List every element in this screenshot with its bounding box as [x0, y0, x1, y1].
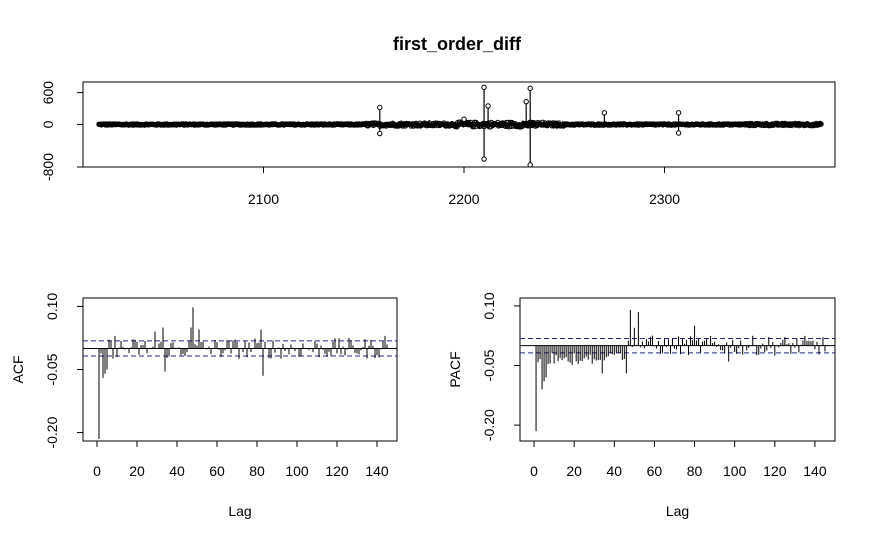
ts-spike-point-11 [675, 130, 682, 136]
acf-xtick-label-3: 60 [209, 463, 225, 479]
acf-plot-frame [82, 297, 398, 442]
pacf-ylabel: PACF [447, 351, 463, 387]
ts-spike-point-7 [527, 85, 533, 92]
ts-spike-point-1 [377, 130, 383, 137]
pacf-xtick-label-2: 40 [607, 463, 623, 479]
pacf-xlabel: Lag [666, 503, 689, 519]
ts-point-1800 [818, 121, 824, 127]
ts-ytick-label-1: 0 [40, 120, 56, 128]
ts-point-1798 [817, 120, 823, 127]
ts-ytick-label-0: -800 [40, 153, 56, 181]
acf-xtick-label-2: 40 [169, 463, 185, 479]
ts-spike-point-0 [377, 104, 383, 111]
ts-series-points [96, 119, 824, 130]
ts-point-1130 [549, 123, 555, 129]
pacf-xtick-label-1: 20 [566, 463, 582, 479]
acf-xtick-label-5: 100 [285, 463, 309, 479]
pacf-xtick-label-0: 0 [530, 463, 538, 479]
acf-panel: 0 20 40 60 80 100 120 140 -0.20 -0.05 0.10 Lag ACF [10, 293, 398, 519]
time-series-panel: 2100 2200 2300 -800 0 600 [40, 81, 836, 207]
ts-spike-point-2 [461, 116, 467, 122]
pacf-xtick-label-3: 60 [647, 463, 663, 479]
ts-spike-point-3 [481, 84, 487, 91]
pacf-ytick-label-2: 0.10 [481, 292, 497, 319]
acf-xtick-label-6: 120 [325, 463, 349, 479]
ts-point-932 [470, 124, 476, 130]
ts-spike-point-6 [523, 98, 529, 105]
acf-xlabel: Lag [228, 503, 251, 519]
acf-ytick-label-0: -0.20 [44, 416, 60, 448]
pacf-ytick-label-0: -0.20 [481, 409, 497, 441]
pacf-xtick-label-5: 100 [723, 463, 747, 479]
pacf-xtick-label-7: 140 [803, 463, 827, 479]
pacf-xtick-label-6: 120 [763, 463, 787, 479]
ts-spike-point-10 [675, 110, 682, 116]
pacf-plot-frame [519, 297, 836, 442]
ts-spike-point-8 [527, 162, 533, 168]
acf-xtick-label-1: 20 [129, 463, 145, 479]
acf-ylabel: ACF [10, 356, 26, 384]
acf-ytick-label-1: -0.05 [44, 353, 60, 385]
pacf-xtick-label-4: 80 [687, 463, 703, 479]
ts-xtick-label-0: 2100 [248, 191, 279, 207]
ts-spike-point-5 [485, 103, 491, 109]
ts-xtick-label-1: 2200 [448, 191, 479, 207]
acf-xtick-label-0: 0 [93, 463, 101, 479]
ts-xtick-label-2: 2300 [649, 191, 680, 207]
figure-title: first_order_diff [393, 34, 522, 54]
acf-xtick-label-7: 140 [365, 463, 389, 479]
pacf-panel: 0 20 40 60 80 100 120 140 -0.20 -0.05 0.10 Lag PACF [447, 292, 836, 519]
acf-ytick-label-2: 0.10 [44, 293, 60, 320]
ts-ytick-label-2: 600 [40, 81, 56, 105]
ts-spike-point-9 [601, 110, 608, 116]
pacf-ytick-label-1: -0.05 [481, 349, 497, 381]
acf-xtick-label-4: 80 [249, 463, 265, 479]
ts-spike-point-4 [481, 156, 487, 162]
